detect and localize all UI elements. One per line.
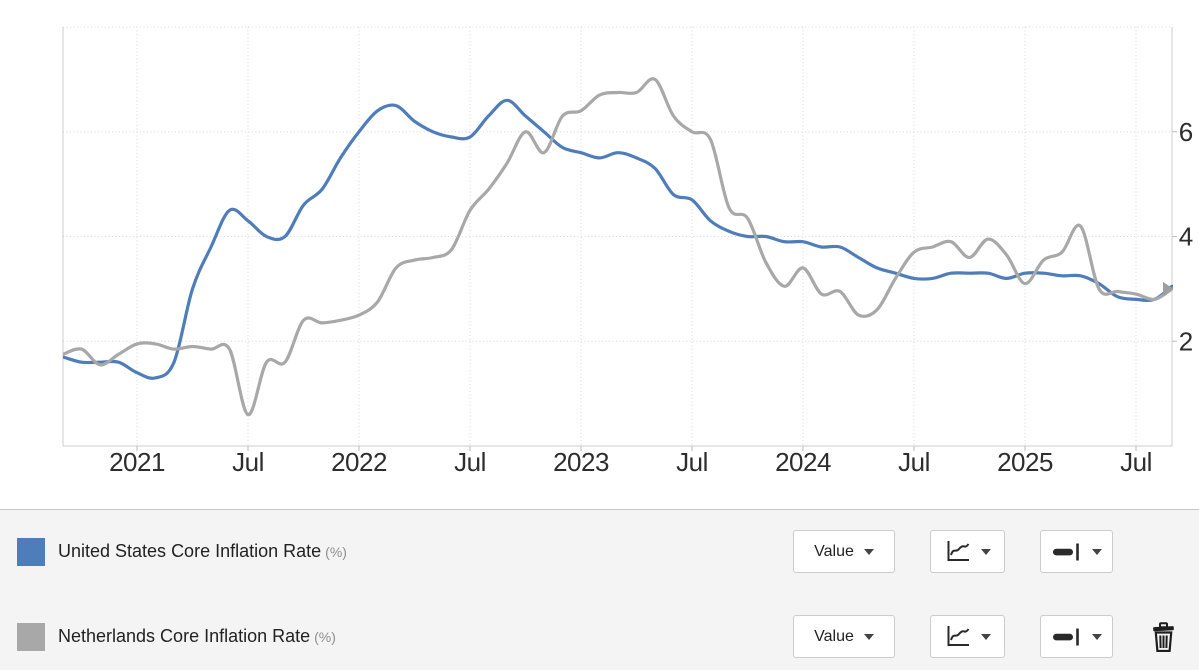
y-axis-labels: 2 4 6 [1179, 117, 1193, 357]
line-chart-icon [947, 541, 970, 561]
svg-text:2: 2 [1179, 326, 1193, 356]
axis-borders [62, 27, 1177, 451]
chevron-down-icon [981, 548, 991, 555]
svg-text:6: 6 [1179, 117, 1193, 147]
svg-text:2022: 2022 [331, 447, 387, 477]
legend-panel: United States Core Inflation Rate (%) Val… [0, 509, 1199, 670]
svg-text:2023: 2023 [553, 447, 609, 477]
legend-row: United States Core Inflation Rate (%) Val… [0, 530, 1199, 573]
svg-text:Jul: Jul [1120, 447, 1152, 477]
svg-text:Jul: Jul [898, 447, 930, 477]
svg-text:2025: 2025 [997, 447, 1053, 477]
value-dropdown[interactable]: Value [793, 530, 895, 573]
line-style-dropdown[interactable] [1040, 615, 1113, 658]
series-label: United States Core Inflation Rate (%) [58, 541, 347, 561]
trash-icon [1152, 621, 1174, 652]
svg-text:Jul: Jul [232, 447, 264, 477]
series-controls: Value [793, 615, 1176, 658]
series-label: Netherlands Core Inflation Rate (%) [58, 626, 336, 646]
chart-type-dropdown[interactable] [930, 615, 1005, 658]
line-chart-icon [947, 626, 970, 646]
legend-row: Netherlands Core Inflation Rate (%) Value [0, 615, 1199, 658]
svg-text:Jul: Jul [454, 447, 486, 477]
series-end-arrow [1163, 281, 1174, 296]
series-unit: (%) [325, 544, 347, 560]
us-series-line [63, 98, 1173, 380]
delete-series-button[interactable] [1150, 621, 1176, 652]
chart-area: 2021 Jul 2022 Jul 2023 Jul 2024 Jul 2025 Jul 2 4 6 [0, 0, 1199, 509]
svg-text:2024: 2024 [775, 447, 831, 477]
chart-type-dropdown[interactable] [930, 530, 1005, 573]
series-color-swatch [17, 537, 45, 566]
chevron-down-icon [981, 633, 991, 640]
series-unit: (%) [314, 629, 336, 645]
x-axis-labels: 2021 Jul 2022 Jul 2023 Jul 2024 Jul 2025 Jul [109, 447, 1152, 477]
svg-text:4: 4 [1179, 222, 1193, 252]
chevron-down-icon [1091, 633, 1102, 640]
series-color-swatch [17, 622, 45, 651]
inflation-line-chart[interactable]: 2021 Jul 2022 Jul 2023 Jul 2024 Jul 2025 Jul 2 4 6 [0, 0, 1199, 509]
series-controls: Value [793, 530, 1176, 573]
value-dropdown[interactable]: Value [793, 615, 895, 658]
svg-text:2021: 2021 [109, 447, 165, 477]
svg-text:Jul: Jul [676, 447, 708, 477]
chevron-down-icon [863, 548, 874, 555]
line-thickness-icon [1052, 543, 1079, 560]
line-style-dropdown[interactable] [1040, 530, 1113, 573]
nl-series-line [63, 77, 1173, 417]
gridlines [63, 26, 1172, 446]
chevron-down-icon [863, 633, 874, 640]
chevron-down-icon [1091, 548, 1102, 555]
line-thickness-icon [1052, 628, 1079, 645]
